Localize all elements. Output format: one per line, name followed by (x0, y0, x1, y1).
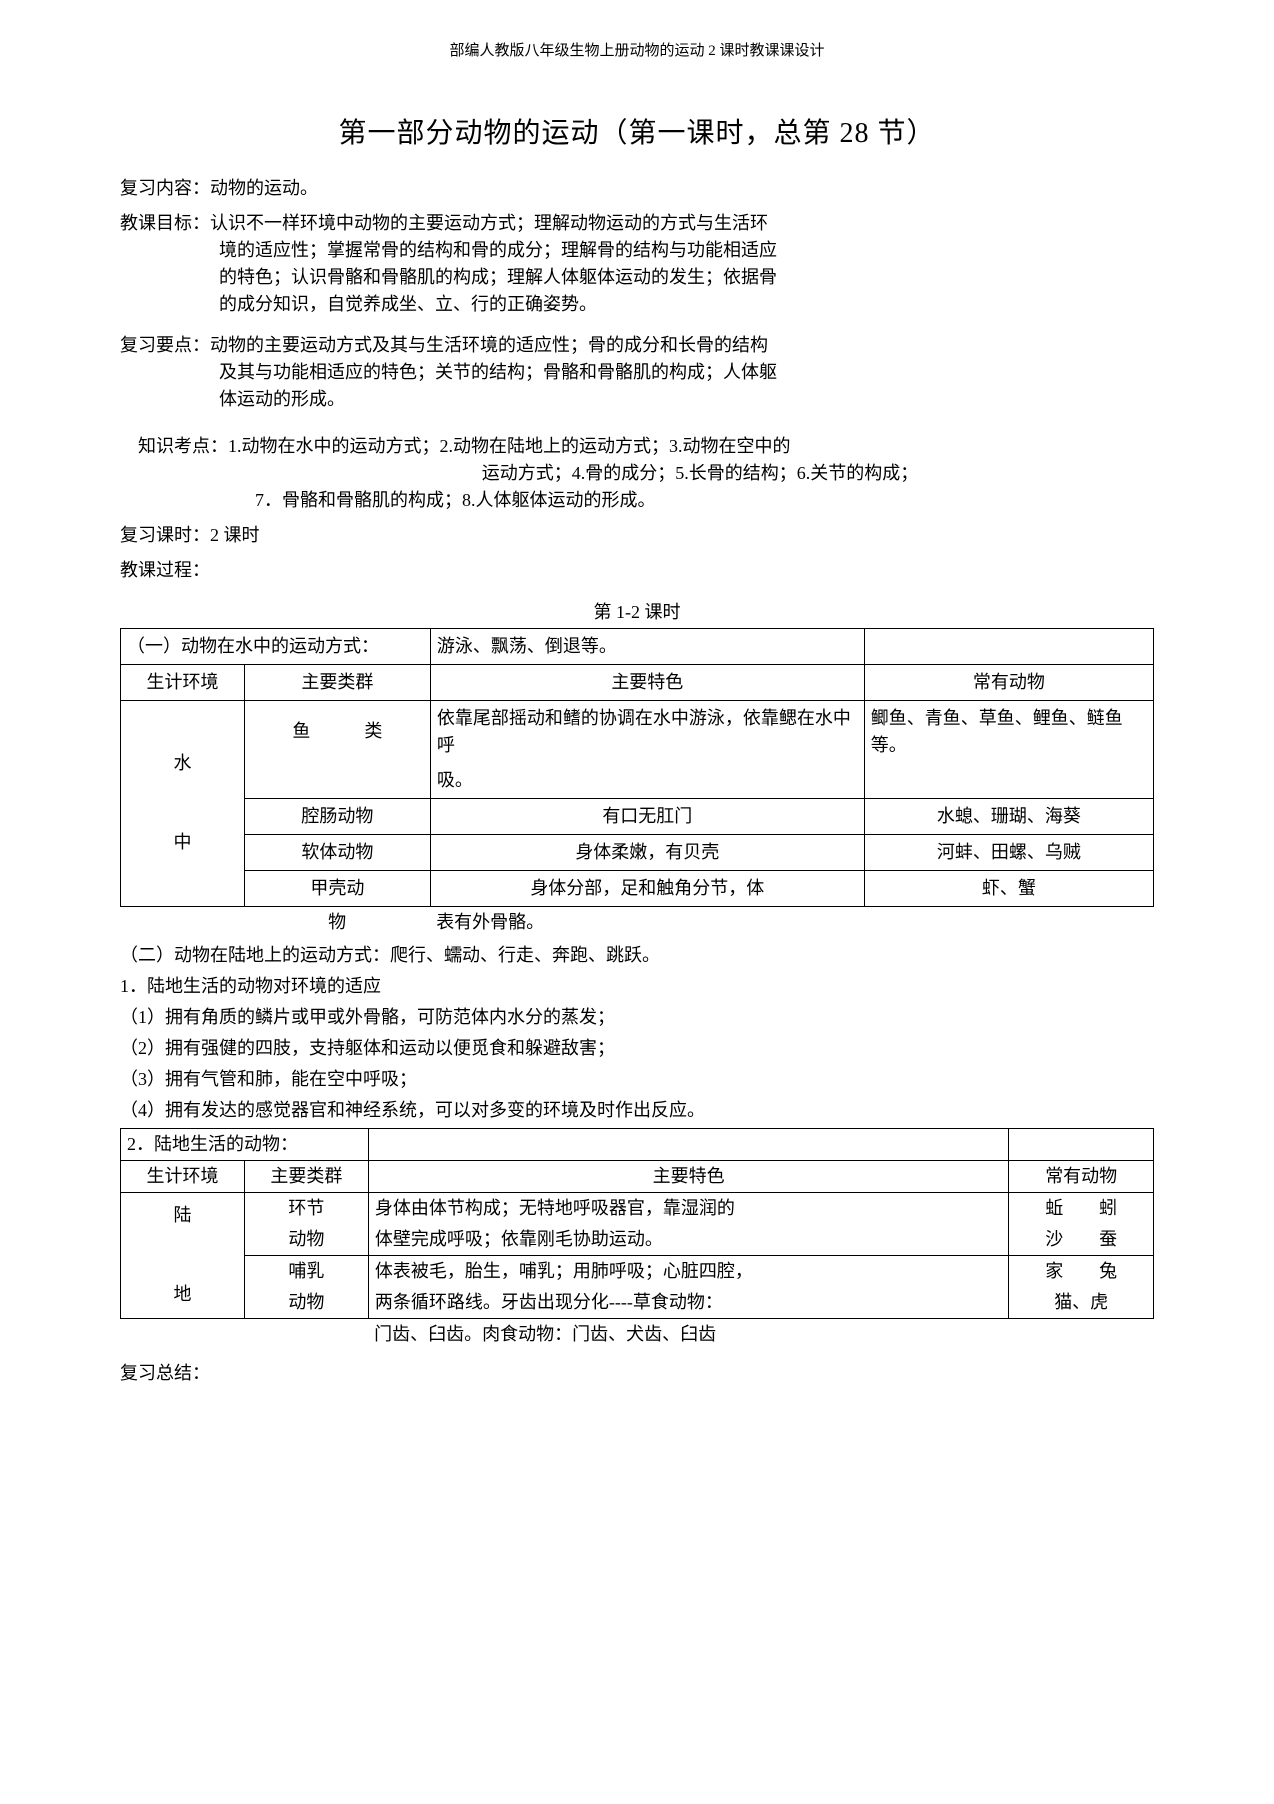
t1-r4-c3: 有口无肛门 (430, 798, 864, 834)
t1-r3b-c2 (244, 763, 430, 799)
t2-r1-c2 (368, 1128, 1008, 1160)
t1-r3-c3: 依靠尾部摇动和鳍的协调在水中游泳，依靠鳃在水中呼 (430, 700, 864, 763)
page-header: 部编人教版八年级生物上册动物的运动 2 课时教课课设计 (120, 40, 1154, 63)
t2-r4-c3a: 体表被毛，胎生，哺乳；用肺呼吸；心脏四腔， (368, 1255, 1008, 1287)
t2-r3-c2b: 动物 (244, 1224, 368, 1256)
t2-h-c2: 主要类群 (244, 1160, 368, 1192)
t1-ov-c3: 表有外骨骼。 (430, 907, 864, 938)
t2-ov-c3: 门齿、臼齿。肉食动物：门齿、犬齿、臼齿 (368, 1319, 1009, 1350)
teaching-goal-l3: 的特色；认识骨骼和骨骼肌的构成；理解人体躯体运动的发生；依据骨 (120, 264, 1154, 291)
t2-h-c1: 生计环境 (121, 1160, 245, 1192)
t1-r5-c4: 河蚌、田螺、乌贼 (864, 834, 1153, 870)
para-s3: （3）拥有气管和肺，能在空中呼吸； (120, 1066, 1154, 1093)
review-points-l1: 动物的主要运动方式及其与生活环境的适应性；骨的成分和长骨的结构 (210, 335, 768, 355)
t1-h-c3: 主要特色 (430, 664, 864, 700)
review-points-label: 复习要点： (120, 335, 210, 355)
t1-r4-c4: 水螅、珊瑚、海葵 (864, 798, 1153, 834)
teaching-goal-label: 教课目标： (120, 213, 210, 233)
review-content-text: 动物的运动。 (210, 178, 318, 198)
t2-r3-c3a: 身体由体节构成；无特地呼吸器官，靠湿润的 (368, 1192, 1008, 1224)
t1-r4-c2: 腔肠动物 (244, 798, 430, 834)
t1-r1-c1: （一）动物在水中的运动方式： (121, 628, 431, 664)
t1-h-c2: 主要类群 (244, 664, 430, 700)
t2-h-c4: 常有动物 (1009, 1160, 1154, 1192)
knowledge-points: 知识考点：1.动物在水中的运动方式；2.动物在陆地上的运动方式；3.动物在空中的… (120, 433, 1154, 514)
para-two: （二）动物在陆地上的运动方式：爬行、蠕动、行走、奔跑、跳跃。 (120, 942, 1154, 969)
review-points: 复习要点：动物的主要运动方式及其与生活环境的适应性；骨的成分和长骨的结构 及其与… (120, 332, 1154, 413)
t2-r3-c3b: 体壁完成呼吸；依靠刚毛协助运动。 (368, 1224, 1008, 1256)
t2-r1-c3 (1009, 1128, 1154, 1160)
review-time: 复习课时：2 课时 (120, 522, 1154, 549)
review-content: 复习内容：动物的运动。 (120, 175, 1154, 202)
para-s1: （1）拥有角质的鳞片或甲或外骨骼，可防范体内水分的蒸发； (120, 1004, 1154, 1031)
t1-r3-c2: 鱼 类 (244, 700, 430, 763)
para-s4: （4）拥有发达的感觉器官和神经系统，可以对多变的环境及时作出反应。 (120, 1097, 1154, 1124)
review-points-l3: 体运动的形成。 (120, 386, 1154, 413)
t2-r4-c4a: 家 兔 (1009, 1255, 1154, 1287)
knowledge-l2: 运动方式；4.骨的成分；5.长骨的结构；6.关节的构成； (138, 460, 1154, 487)
teaching-goal-l4: 的成分知识，自觉养成坐、立、行的正确姿势。 (120, 291, 1154, 318)
main-title: 第一部分动物的运动（第一课时，总第 28 节） (120, 113, 1154, 155)
t1-r5-c2: 软体动物 (244, 834, 430, 870)
t1-r3-c4: 鲫鱼、青鱼、草鱼、鲤鱼、鲢鱼等。 (864, 700, 1153, 763)
t1-r3b-c3: 吸。 (430, 763, 864, 799)
t2-h-c3: 主要特色 (368, 1160, 1008, 1192)
t1-r5-c3: 身体柔嫩，有贝壳 (430, 834, 864, 870)
subtitle-1: 第 1-2 课时 (120, 599, 1154, 626)
review-time-label: 复习课时： (120, 525, 210, 545)
para-1: 1．陆地生活的动物对环境的适应 (120, 973, 1154, 1000)
process-label: 教课过程： (120, 557, 1154, 584)
t1-ov-c2: 物 (244, 907, 430, 938)
t2-r4-c4b: 猫、虎 (1009, 1287, 1154, 1319)
summary-label: 复习总结： (120, 1360, 1154, 1387)
para-s2: （2）拥有强健的四肢，支持躯体和运动以便觅食和躲避敌害； (120, 1035, 1154, 1062)
t2-r1-c1: 2．陆地生活的动物： (121, 1128, 369, 1160)
knowledge-l3: 7．骨骼和骨骼肌的构成；8.人体躯体运动的形成。 (138, 487, 1154, 514)
t1-overflow: 物 表有外骨骼。 (120, 907, 1154, 938)
t1-r6-c2: 甲壳动 (244, 870, 430, 906)
t1-h-c4: 常有动物 (864, 664, 1153, 700)
t1-env: 水 中 (121, 700, 245, 906)
teaching-goal-l1: 认识不一样环境中动物的主要运动方式；理解动物运动的方式与生活环 (210, 213, 768, 233)
t1-r1-c2: 游泳、飘荡、倒退等。 (430, 628, 864, 664)
t2-r4-c2b: 动物 (244, 1287, 368, 1319)
knowledge-l1: 1.动物在水中的运动方式；2.动物在陆地上的运动方式；3.动物在空中的 (228, 436, 791, 456)
teaching-goal: 教课目标：认识不一样环境中动物的主要运动方式；理解动物运动的方式与生活环 境的适… (120, 210, 1154, 318)
t1-r3b-c4 (864, 763, 1153, 799)
table-water-animals: （一）动物在水中的运动方式： 游泳、飘荡、倒退等。 生计环境 主要类群 主要特色… (120, 628, 1154, 907)
t2-overflow: 门齿、臼齿。肉食动物：门齿、犬齿、臼齿 (120, 1319, 1154, 1350)
t2-r3-c4b: 沙 蚕 (1009, 1224, 1154, 1256)
t2-env: 陆 地 (121, 1192, 245, 1318)
review-points-l2: 及其与功能相适应的特色；关节的结构；骨骼和骨骼肌的构成；人体躯 (120, 359, 1154, 386)
t2-r3-c2a: 环节 (244, 1192, 368, 1224)
t1-r1-c3 (864, 628, 1153, 664)
t1-r6-c4: 虾、蟹 (864, 870, 1153, 906)
t2-r4-c3b: 两条循环路线。牙齿出现分化----草食动物： (368, 1287, 1008, 1319)
t1-h-c1: 生计环境 (121, 664, 245, 700)
t2-r4-c2a: 哺乳 (244, 1255, 368, 1287)
knowledge-label: 知识考点： (138, 436, 228, 456)
t1-r6-c3: 身体分部，足和触角分节，体 (430, 870, 864, 906)
t2-r3-c4a: 蚯 蚓 (1009, 1192, 1154, 1224)
table-land-animals: 2．陆地生活的动物： 生计环境 主要类群 主要特色 常有动物 陆 地 环节 身体… (120, 1128, 1154, 1319)
review-content-label: 复习内容： (120, 178, 210, 198)
teaching-goal-l2: 境的适应性；掌握常骨的结构和骨的成分；理解骨的结构与功能相适应 (120, 237, 1154, 264)
review-time-text: 2 课时 (210, 525, 260, 545)
